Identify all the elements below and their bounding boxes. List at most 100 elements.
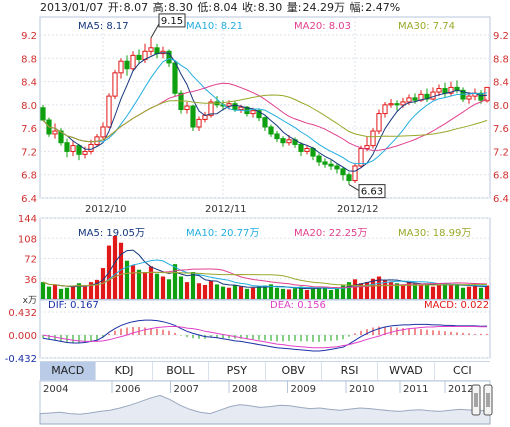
navigator-year-label: 2010 xyxy=(349,384,374,395)
candle-body xyxy=(340,168,346,176)
candle-body xyxy=(238,106,244,111)
volume-bar xyxy=(370,278,376,299)
volume-tick: 144 xyxy=(18,214,37,225)
macd-dif-line xyxy=(42,319,488,352)
macd-dea-legend: DEA: 0.156 xyxy=(270,300,326,311)
candle-body xyxy=(382,104,388,115)
low-marker-label: 6.63 xyxy=(361,187,383,198)
volume-unit-label: x万 xyxy=(23,296,37,306)
volume-bar xyxy=(262,285,268,299)
quote-date: 2013/01/07 xyxy=(40,1,104,14)
navigator-year-label: 2006 xyxy=(115,384,140,395)
volume-bar xyxy=(256,286,262,299)
volume-bar xyxy=(190,272,196,299)
volume-ma20-legend: MA20: 22.25万 xyxy=(294,228,368,239)
candle-body xyxy=(70,145,76,152)
candle-body xyxy=(118,60,124,74)
volume-bar xyxy=(280,288,286,299)
candle-body xyxy=(328,163,334,167)
price-x-label: 2012/12 xyxy=(337,204,379,215)
candle-body xyxy=(88,143,94,152)
price-ma10-legend: MA10: 8.21 xyxy=(186,21,244,32)
price-x-label: 2012/11 xyxy=(205,204,247,215)
volume-bar xyxy=(76,283,82,299)
volume-bar xyxy=(406,282,412,299)
candle-body xyxy=(298,143,304,152)
tab-kdj[interactable]: KDJ xyxy=(96,362,153,380)
close-label: 收: xyxy=(242,1,257,14)
volume-bar xyxy=(250,287,256,299)
navigator-year-label: 2011 xyxy=(403,384,428,395)
price-ma5-line xyxy=(42,52,488,172)
candle-body xyxy=(274,133,280,140)
tab-rsi[interactable]: RSI xyxy=(321,362,379,380)
macd-tick: 0.000 xyxy=(8,331,37,342)
candle-body xyxy=(76,145,82,155)
volume-bar xyxy=(448,285,454,299)
navigator-year-label: 2012 xyxy=(448,384,473,395)
candle-body xyxy=(52,130,58,135)
price-tick-right: 7.6 xyxy=(493,124,509,135)
volume-bar xyxy=(184,282,190,299)
price-tick-left: 8.0 xyxy=(21,101,37,112)
volume-tick: 36 xyxy=(24,275,37,286)
candle-body xyxy=(442,88,448,94)
tab-boll[interactable]: BOLL xyxy=(152,362,210,380)
price-tick-right: 8.8 xyxy=(493,54,509,65)
candle-body xyxy=(370,130,376,147)
price-tick-right: 8.0 xyxy=(493,101,509,112)
candle-body xyxy=(106,95,112,128)
candle-body xyxy=(112,72,118,97)
navigator-area xyxy=(39,394,491,425)
volume-label: 量: xyxy=(286,1,302,14)
candle-body xyxy=(190,105,196,128)
candle-body xyxy=(40,107,46,121)
volume-bar xyxy=(328,290,334,299)
candle-body xyxy=(430,91,436,100)
candle-body xyxy=(358,148,364,167)
volume-bar xyxy=(160,276,166,299)
volume-bar xyxy=(118,242,124,299)
candle-body xyxy=(250,110,256,115)
candle-body xyxy=(262,117,268,128)
volume-ma5-line xyxy=(42,249,488,290)
volume-bar xyxy=(112,236,118,299)
low-marker-box xyxy=(358,184,386,199)
candle-body xyxy=(376,113,382,132)
volume-bar xyxy=(424,284,430,299)
volume-bar xyxy=(388,282,394,299)
volume-bar xyxy=(478,287,484,299)
volume-bar xyxy=(142,272,148,299)
volume-bar xyxy=(274,287,280,299)
volume-bar xyxy=(172,264,178,299)
volume-bar xyxy=(466,286,472,299)
candle-body xyxy=(124,60,130,70)
volume-bar xyxy=(394,283,400,299)
candle-body xyxy=(412,97,418,101)
candle-body xyxy=(154,47,160,55)
volume-bar xyxy=(268,284,274,299)
volume-bar xyxy=(346,282,352,299)
volume-bar xyxy=(352,279,358,299)
tab-macd[interactable]: MACD xyxy=(40,362,97,380)
tab-psy[interactable]: PSY xyxy=(209,362,266,380)
volume-bar xyxy=(40,282,46,299)
change-value: 2.47% xyxy=(365,1,401,14)
tab-obv[interactable]: OBV xyxy=(265,362,322,380)
candle-body xyxy=(364,145,370,150)
navigator-right-handle[interactable] xyxy=(483,384,493,416)
candle-body xyxy=(436,88,442,93)
high-marker-label: 9.15 xyxy=(161,16,183,27)
volume-bar xyxy=(220,286,226,299)
volume-ma30-line xyxy=(42,271,488,287)
volume-bar xyxy=(358,283,364,299)
tab-cci[interactable]: CCI xyxy=(434,362,490,380)
tab-wvad[interactable]: WVAD xyxy=(378,362,435,380)
navigator-left-handle[interactable] xyxy=(471,384,481,416)
candle-body xyxy=(130,54,136,70)
candle-body xyxy=(316,155,322,163)
volume-bar xyxy=(238,286,244,299)
volume-bar xyxy=(226,287,232,299)
volume-bar xyxy=(130,265,136,299)
